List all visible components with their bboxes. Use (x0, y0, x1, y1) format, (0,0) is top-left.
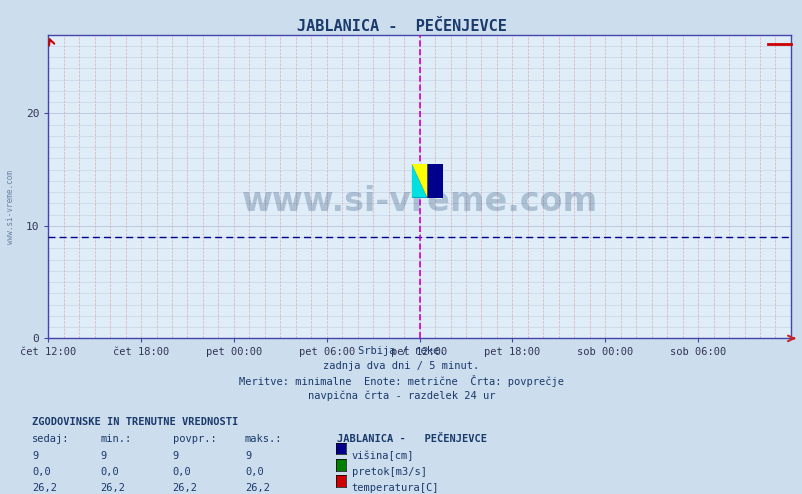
Text: 26,2: 26,2 (100, 483, 125, 493)
Text: 9: 9 (32, 451, 38, 460)
Text: ZGODOVINSKE IN TRENUTNE VREDNOSTI: ZGODOVINSKE IN TRENUTNE VREDNOSTI (32, 417, 238, 427)
Text: sedaj:: sedaj: (32, 434, 70, 444)
Polygon shape (411, 164, 427, 198)
Text: JABLANICA -   PEČENJEVCE: JABLANICA - PEČENJEVCE (337, 434, 487, 444)
Text: www.si-vreme.com: www.si-vreme.com (6, 170, 14, 245)
Polygon shape (411, 164, 427, 198)
Text: min.:: min.: (100, 434, 132, 444)
Polygon shape (411, 164, 427, 198)
Text: višina[cm]: višina[cm] (351, 451, 414, 461)
Text: 9: 9 (172, 451, 179, 460)
Text: 26,2: 26,2 (172, 483, 197, 493)
Text: 0,0: 0,0 (32, 467, 51, 477)
Text: Srbija / reke.: Srbija / reke. (358, 346, 444, 356)
Text: navpična črta - razdelek 24 ur: navpična črta - razdelek 24 ur (307, 390, 495, 401)
Bar (411, 164, 442, 198)
Text: 0,0: 0,0 (100, 467, 119, 477)
Text: 9: 9 (100, 451, 107, 460)
Text: zadnja dva dni / 5 minut.: zadnja dva dni / 5 minut. (323, 361, 479, 370)
Text: 0,0: 0,0 (172, 467, 191, 477)
Text: Meritve: minimalne  Enote: metrične  Črta: povprečje: Meritve: minimalne Enote: metrične Črta:… (239, 375, 563, 387)
Text: 0,0: 0,0 (245, 467, 263, 477)
Polygon shape (411, 164, 427, 181)
Text: 26,2: 26,2 (32, 483, 57, 493)
Text: JABLANICA -  PEČENJEVCE: JABLANICA - PEČENJEVCE (296, 19, 506, 34)
Text: www.si-vreme.com: www.si-vreme.com (241, 185, 597, 218)
Text: 9: 9 (245, 451, 251, 460)
Text: 26,2: 26,2 (245, 483, 269, 493)
Text: temperatura[C]: temperatura[C] (351, 483, 439, 493)
Text: maks.:: maks.: (245, 434, 282, 444)
Text: povpr.:: povpr.: (172, 434, 216, 444)
Text: pretok[m3/s]: pretok[m3/s] (351, 467, 426, 477)
